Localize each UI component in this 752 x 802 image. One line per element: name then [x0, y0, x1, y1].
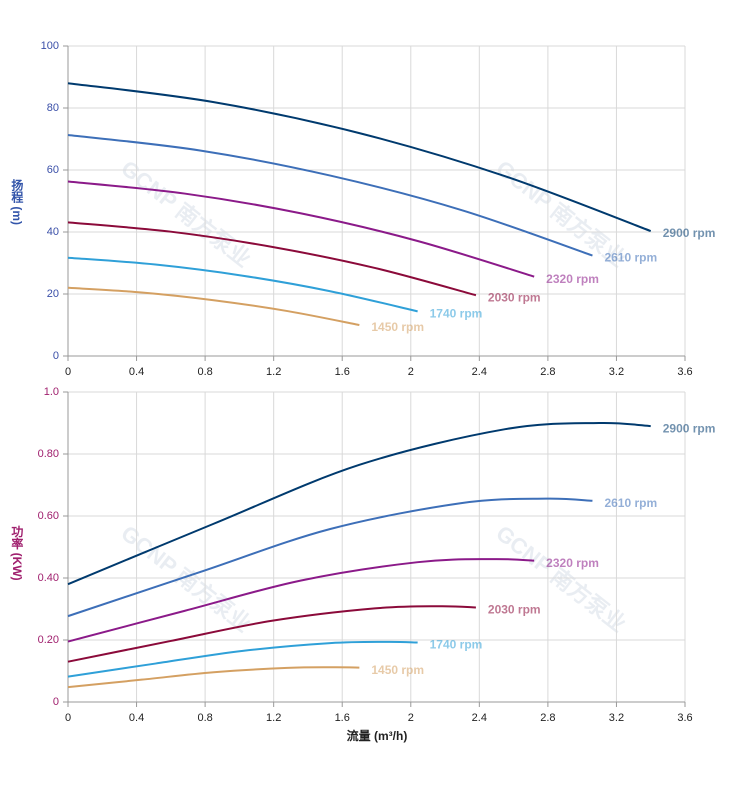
- x-tick-label: 1.2: [266, 712, 281, 724]
- curve: [67, 180, 535, 278]
- curve: [67, 82, 652, 233]
- y-tick-label: 0.60: [38, 510, 59, 522]
- x-tick-label: 2.8: [540, 712, 555, 724]
- y-tick-label: 0.80: [38, 448, 59, 460]
- legend-label: 2610 rpm: [604, 496, 657, 510]
- x-tick-label: 2.4: [472, 366, 487, 378]
- x-tick-label: 0.4: [129, 366, 144, 378]
- x-tick-label: 1.6: [335, 366, 350, 378]
- y-tick-label: 60: [47, 164, 59, 176]
- curve: [67, 558, 535, 643]
- x-tick-label: 0: [65, 366, 71, 378]
- legend-label: 1740 rpm: [430, 307, 483, 321]
- curve: [67, 286, 360, 326]
- x-tick-label: 3.2: [609, 712, 624, 724]
- legend-label: 1450 rpm: [371, 320, 424, 334]
- y-tick-label: 0.20: [38, 634, 59, 646]
- x-tick-label: 1.6: [335, 712, 350, 724]
- x-tick-label: 2.4: [472, 712, 487, 724]
- y-axis-label: 扬程 (m): [10, 178, 24, 225]
- x-tick-label: 0: [65, 712, 71, 724]
- x-axis-label: 流量 (m³/h): [347, 728, 408, 743]
- y-axis-label: 功率 (KW): [10, 524, 24, 581]
- x-tick-label: 3.6: [677, 366, 692, 378]
- watermark: GCNP 南方泵业: [116, 520, 255, 637]
- legend-label: 2900 rpm: [663, 421, 716, 435]
- x-tick-label: 3.2: [609, 366, 624, 378]
- watermark: GCNP 南方泵业: [116, 155, 255, 272]
- legend-label: 1740 rpm: [430, 638, 483, 652]
- x-tick-label: 1.2: [266, 366, 281, 378]
- x-tick-label: 0.8: [197, 712, 212, 724]
- curve: [67, 256, 418, 313]
- legend-label: 1450 rpm: [371, 663, 424, 677]
- x-tick-label: 0.8: [197, 366, 212, 378]
- y-tick-label: 100: [41, 40, 59, 52]
- x-tick-label: 0.4: [129, 712, 144, 724]
- curve: [67, 421, 651, 586]
- legend-label: 2320 rpm: [546, 556, 599, 570]
- legend-label: 2030 rpm: [488, 603, 541, 617]
- y-tick-label: 80: [47, 102, 59, 114]
- curve: [67, 666, 360, 689]
- y-tick-label: 20: [47, 288, 59, 300]
- y-tick-label: 0: [53, 350, 59, 362]
- x-tick-label: 2: [408, 366, 414, 378]
- y-tick-label: 1.0: [44, 386, 59, 398]
- x-tick-label: 2: [408, 712, 414, 724]
- y-tick-label: 0.40: [38, 572, 59, 584]
- curve: [67, 497, 593, 618]
- y-tick-label: 0: [53, 696, 59, 708]
- legend-label: 2900 rpm: [663, 226, 716, 240]
- x-tick-label: 2.8: [540, 366, 555, 378]
- curve: [67, 221, 477, 297]
- curve: [67, 133, 593, 257]
- legend-label: 2030 rpm: [488, 290, 541, 304]
- curve: [67, 640, 418, 678]
- legend-label: 2320 rpm: [546, 272, 599, 286]
- y-tick-label: 40: [47, 226, 59, 238]
- legend-label: 2610 rpm: [604, 251, 657, 265]
- watermark: GCNP 南方泵业: [491, 520, 630, 637]
- x-tick-label: 3.6: [677, 712, 692, 724]
- curve: [67, 605, 476, 663]
